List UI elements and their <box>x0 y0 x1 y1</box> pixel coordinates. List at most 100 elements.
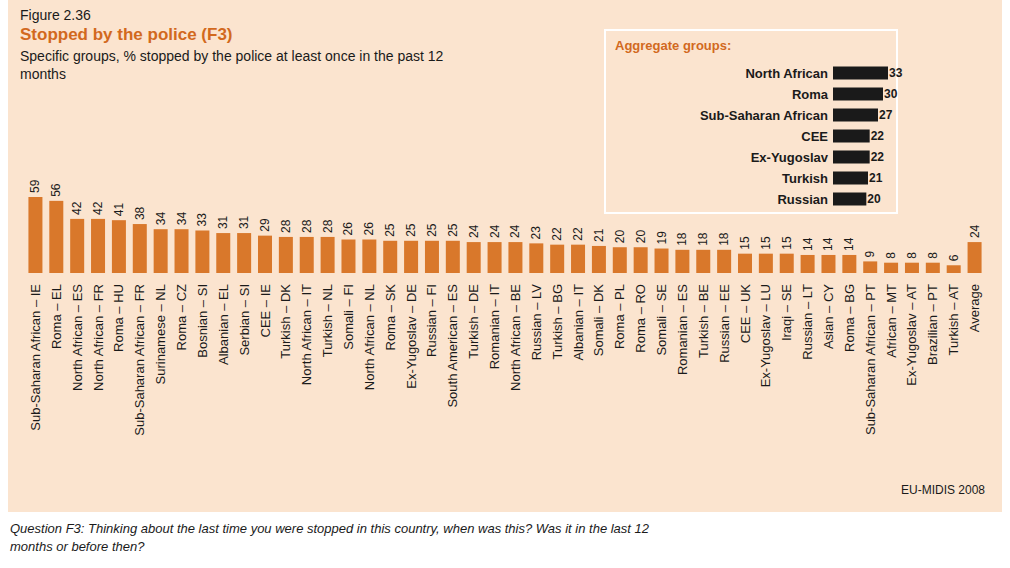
data-label: 18 <box>696 232 710 246</box>
data-label: 14 <box>801 237 815 251</box>
bar <box>968 242 982 273</box>
bar <box>833 193 866 206</box>
data-label: 41 <box>112 203 126 217</box>
category-label: Ex-Yugoslav – AT <box>904 284 919 386</box>
category-label: Somali – FI <box>341 284 356 350</box>
category-label: Roma – RO <box>633 284 648 353</box>
category-label: Iraqi – SE <box>779 284 794 341</box>
bar <box>383 241 397 273</box>
bar <box>759 254 773 273</box>
source: EU-MIDIS 2008 <box>901 483 985 497</box>
category-label: Turkish – AT <box>946 284 961 356</box>
category-label: Turkish – NL <box>320 284 335 357</box>
data-label: 31 <box>216 215 230 229</box>
data-label: 22 <box>871 150 885 164</box>
data-label: 20 <box>613 230 627 244</box>
bar <box>947 265 961 273</box>
category-label: Russian – EE <box>717 284 732 363</box>
data-label: 15 <box>738 236 752 250</box>
bar <box>833 130 870 143</box>
bar <box>154 229 168 273</box>
category-label: Somali – DK <box>591 284 606 357</box>
data-label: 15 <box>759 236 773 250</box>
bar <box>49 201 63 273</box>
bar <box>133 224 147 273</box>
data-label: 9 <box>863 250 877 257</box>
data-label: 25 <box>446 223 460 237</box>
data-label: 34 <box>154 212 168 226</box>
category-label: Roma – HU <box>111 284 126 352</box>
bar <box>300 237 314 273</box>
bar <box>613 247 627 273</box>
category-label: Turkish <box>782 171 828 186</box>
text-line: months or before then? <box>10 539 145 554</box>
data-label: 21 <box>869 171 883 185</box>
category-label: Sub-Saharan African <box>700 108 828 123</box>
data-label: 8 <box>905 252 919 259</box>
data-label: 14 <box>842 237 856 251</box>
bar <box>195 230 209 273</box>
bar <box>321 237 335 273</box>
bar <box>467 242 481 273</box>
data-label: 24 <box>968 224 982 238</box>
data-label: 42 <box>91 201 105 215</box>
data-label: 18 <box>675 232 689 246</box>
bar <box>926 263 940 273</box>
data-label: 56 <box>49 183 63 197</box>
data-label: 22 <box>871 129 885 143</box>
category-label: South American – ES <box>445 284 460 408</box>
category-label: Roma – BG <box>842 284 857 352</box>
category-label: Brazilian – PT <box>925 284 940 365</box>
data-label: 42 <box>70 201 84 215</box>
category-label: Ex-Yugoslav – DE <box>404 284 419 389</box>
bar <box>833 109 878 122</box>
bar <box>91 219 105 273</box>
bar <box>258 236 272 273</box>
category-label: Ex-Yugoslav <box>751 150 829 165</box>
category-label: Asian – CY <box>821 284 836 349</box>
data-label: 8 <box>884 252 898 259</box>
category-label: Roma <box>792 87 829 102</box>
category-label: Roma – PL <box>612 284 627 349</box>
inset-frame <box>605 30 897 213</box>
data-label: 34 <box>175 212 189 226</box>
data-label: 18 <box>717 232 731 246</box>
bar <box>28 197 42 273</box>
footnote: Question F3: Thinking about the last tim… <box>10 521 650 554</box>
category-label: Turkish – BG <box>550 284 565 359</box>
bars <box>28 197 981 273</box>
data-label: 25 <box>404 223 418 237</box>
bar <box>446 241 460 273</box>
bar <box>696 250 710 273</box>
bar <box>833 172 868 185</box>
category-label: CEE – UK <box>738 284 753 344</box>
data-label: 6 <box>947 254 961 261</box>
bar <box>488 242 502 273</box>
data-label: 27 <box>879 108 893 122</box>
bar <box>216 233 230 273</box>
category-label: Roma – CZ <box>174 284 189 351</box>
bar <box>634 247 648 273</box>
data-label: 33 <box>195 213 209 227</box>
category-label: Turkish – DK <box>278 284 293 359</box>
data-label: 23 <box>529 226 543 240</box>
category-label: Albanian – EL <box>216 284 231 365</box>
bar <box>801 255 815 273</box>
data-label: 33 <box>889 66 903 80</box>
bar <box>571 245 585 273</box>
page-background <box>0 0 1010 568</box>
category-label: Russian – FI <box>424 284 439 357</box>
category-label: North African – IT <box>299 284 314 385</box>
category-label: Surinamese – NL <box>153 284 168 384</box>
data-label: 30 <box>884 87 898 101</box>
data-label: 19 <box>655 231 669 245</box>
category-label: Bosnian – SI <box>195 284 210 358</box>
bar <box>821 255 835 273</box>
data-label: 31 <box>237 215 251 229</box>
bar <box>112 220 126 273</box>
category-label: Romanian – IT <box>487 284 502 369</box>
data-label: 15 <box>780 236 794 250</box>
bar <box>508 242 522 273</box>
data-label: 24 <box>508 224 522 238</box>
category-label: Serbian – SI <box>237 284 252 356</box>
